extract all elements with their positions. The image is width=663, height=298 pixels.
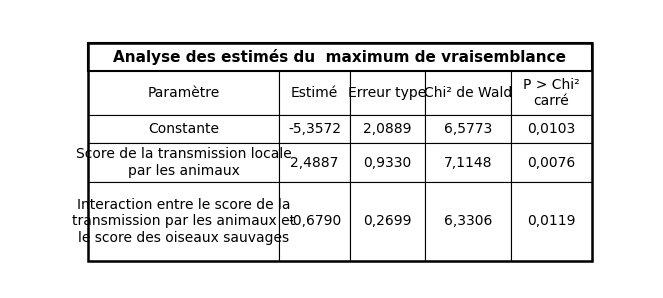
Bar <box>279 143 350 182</box>
Bar <box>279 71 350 114</box>
Text: Constante: Constante <box>149 122 219 136</box>
Bar <box>426 182 511 261</box>
Text: 0,0076: 0,0076 <box>527 156 575 170</box>
Bar <box>426 143 511 182</box>
Bar <box>279 114 350 143</box>
Bar <box>350 71 426 114</box>
Text: 2,0889: 2,0889 <box>363 122 412 136</box>
Text: -0,6790: -0,6790 <box>288 214 341 228</box>
Bar <box>88 114 279 143</box>
Bar <box>511 143 591 182</box>
Text: Paramètre: Paramètre <box>148 86 220 100</box>
Bar <box>426 71 511 114</box>
Text: 0,2699: 0,2699 <box>363 214 412 228</box>
Text: 0,0103: 0,0103 <box>527 122 575 136</box>
Text: 0,0119: 0,0119 <box>527 214 575 228</box>
Bar <box>88 182 279 261</box>
Bar <box>88 143 279 182</box>
Text: Chi² de Wald: Chi² de Wald <box>424 86 512 100</box>
Text: Erreur type: Erreur type <box>349 86 427 100</box>
Bar <box>511 71 591 114</box>
Text: P > Chi²
carré: P > Chi² carré <box>523 78 579 108</box>
Bar <box>88 71 279 114</box>
Bar <box>426 114 511 143</box>
Bar <box>88 43 591 71</box>
Bar <box>511 114 591 143</box>
Text: Score de la transmission locale
par les animaux: Score de la transmission locale par les … <box>76 148 292 178</box>
Text: Estimé: Estimé <box>291 86 338 100</box>
Text: Analyse des estimés du  maximum de vraisemblance: Analyse des estimés du maximum de vraise… <box>113 49 566 65</box>
Text: 6,3306: 6,3306 <box>444 214 493 228</box>
Text: -5,3572: -5,3572 <box>288 122 341 136</box>
Bar <box>350 182 426 261</box>
Text: 7,1148: 7,1148 <box>444 156 493 170</box>
Bar <box>511 182 591 261</box>
Text: 6,5773: 6,5773 <box>444 122 493 136</box>
Text: 0,9330: 0,9330 <box>363 156 412 170</box>
Bar <box>279 182 350 261</box>
Bar <box>350 114 426 143</box>
Text: 2,4887: 2,4887 <box>290 156 339 170</box>
Text: Interaction entre le score de la
transmission par les animaux et
le score des oi: Interaction entre le score de la transmi… <box>72 198 295 245</box>
Bar <box>350 143 426 182</box>
